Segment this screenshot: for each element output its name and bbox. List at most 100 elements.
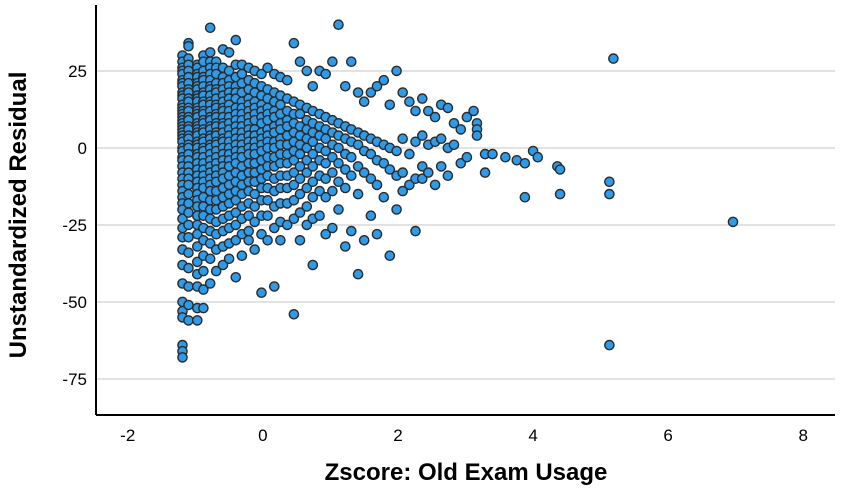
- data-point: [183, 231, 194, 243]
- data-point: [191, 228, 203, 240]
- data-point: [294, 161, 306, 172]
- data-point: [262, 62, 273, 74]
- data-point: [301, 219, 313, 231]
- data-point: [230, 219, 242, 231]
- data-point: [333, 157, 344, 169]
- data-point: [327, 222, 338, 234]
- data-point: [223, 253, 235, 265]
- data-point: [204, 238, 216, 249]
- data-point: [435, 133, 447, 144]
- data-point: [249, 216, 260, 228]
- y-tick-label: -25: [62, 216, 87, 235]
- data-point: [604, 176, 615, 188]
- data-point: [301, 167, 313, 178]
- data-point: [288, 179, 300, 191]
- data-point: [479, 167, 491, 178]
- data-point: [204, 278, 216, 289]
- data-point: [448, 118, 460, 129]
- data-point: [223, 47, 235, 58]
- data-point: [352, 188, 364, 200]
- data-point: [487, 148, 498, 160]
- data-point: [249, 201, 260, 212]
- data-point: [204, 253, 216, 265]
- data-point: [554, 164, 566, 175]
- data-point: [384, 164, 396, 175]
- x-tick-label: 8: [799, 426, 808, 445]
- data-point: [554, 188, 566, 200]
- data-point: [262, 210, 273, 221]
- data-point: [365, 87, 377, 98]
- data-point: [314, 210, 325, 221]
- data-point: [204, 22, 216, 34]
- data-point: [183, 219, 194, 231]
- data-point: [391, 145, 402, 157]
- data-point: [471, 130, 483, 141]
- data-point: [249, 244, 260, 255]
- data-point: [256, 287, 267, 299]
- data-point: [397, 87, 409, 98]
- data-point: [275, 234, 286, 246]
- data-point: [455, 124, 467, 135]
- data-point: [371, 179, 383, 191]
- data-point: [268, 281, 280, 292]
- data-point: [468, 105, 479, 117]
- data-point: [416, 130, 428, 141]
- data-point: [435, 161, 447, 172]
- data-point: [301, 65, 313, 77]
- data-point: [243, 234, 254, 246]
- data-point: [384, 99, 396, 111]
- data-point: [307, 148, 319, 160]
- data-point: [345, 170, 357, 181]
- data-point: [442, 102, 454, 114]
- y-tick-label: 25: [68, 62, 87, 81]
- data-point: [191, 256, 203, 268]
- data-point: [461, 151, 473, 163]
- data-point: [268, 222, 280, 234]
- data-point: [183, 315, 194, 326]
- x-tick-label: 6: [663, 426, 672, 445]
- data-point: [183, 262, 194, 274]
- data-point: [604, 188, 615, 200]
- data-point: [183, 198, 194, 209]
- x-tick-label: 4: [528, 426, 537, 445]
- tick-labels: 25 0 -25 -50 -75 -2 0 2 4 6 8: [62, 62, 808, 445]
- data-point: [198, 284, 209, 295]
- data-point: [378, 74, 390, 86]
- y-tick-label: -50: [62, 293, 87, 312]
- data-point: [262, 194, 273, 206]
- data-point: [307, 259, 319, 271]
- data-point: [210, 265, 222, 277]
- data-point: [727, 216, 739, 228]
- data-point: [320, 228, 332, 240]
- data-point: [532, 151, 544, 163]
- data-point: [397, 167, 409, 178]
- data-point: [198, 265, 209, 277]
- data-point: [288, 154, 300, 166]
- x-tick-label: -2: [120, 426, 135, 445]
- data-point: [500, 151, 511, 163]
- data-point: [294, 56, 306, 68]
- data-point: [397, 133, 409, 144]
- data-point: [345, 151, 357, 163]
- data-point: [314, 185, 325, 197]
- data-point: [422, 105, 434, 117]
- data-point: [230, 207, 242, 218]
- data-point: [410, 136, 421, 148]
- data-point: [519, 191, 531, 203]
- data-point: [352, 139, 364, 151]
- data-point: [352, 161, 364, 172]
- data-point: [281, 74, 293, 86]
- data-point: [236, 250, 248, 261]
- data-point: [410, 105, 421, 117]
- data-point: [608, 53, 619, 64]
- data-point: [442, 170, 454, 181]
- data-point: [391, 65, 402, 77]
- data-point: [217, 259, 229, 271]
- data-point: [191, 315, 203, 326]
- data-point: [288, 37, 300, 49]
- data-point: [243, 210, 254, 221]
- data-point: [307, 81, 319, 92]
- data-point: [183, 188, 194, 200]
- y-tick-label: 0: [78, 139, 87, 158]
- data-point: [371, 81, 383, 92]
